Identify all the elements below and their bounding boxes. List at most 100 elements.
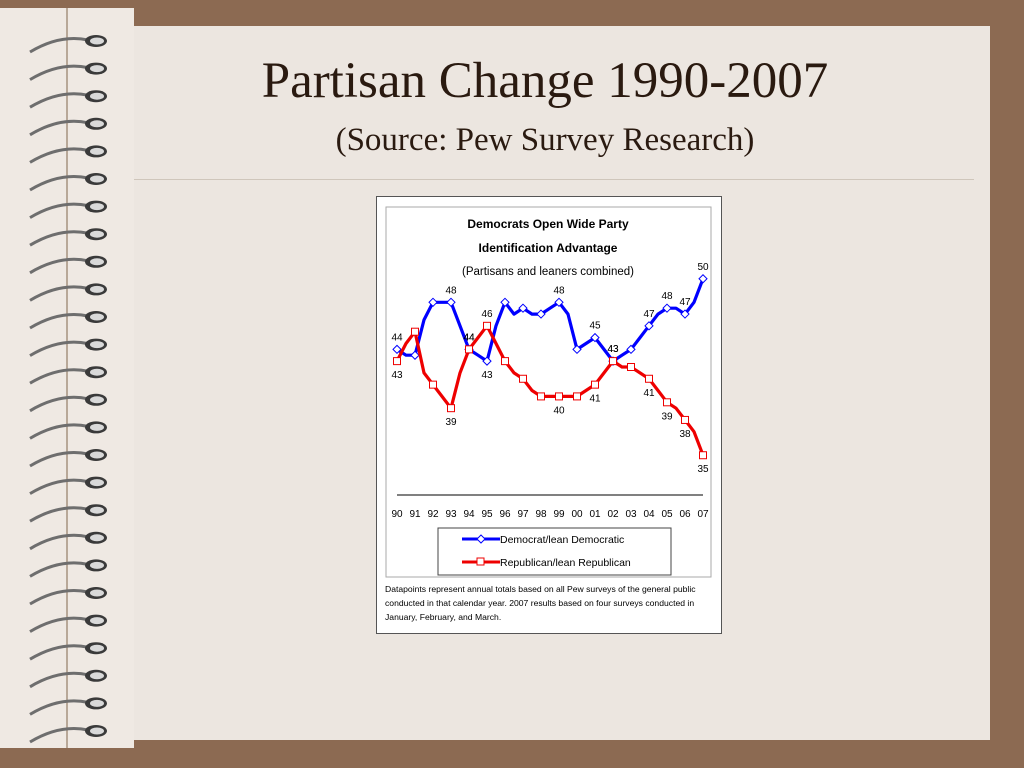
data-label: 43 bbox=[481, 370, 493, 381]
data-label: 40 bbox=[553, 405, 565, 416]
slide-title: Partisan Change 1990-2007 bbox=[261, 53, 829, 109]
data-label: 39 bbox=[445, 417, 457, 428]
binding-ring-highlight bbox=[90, 368, 104, 376]
binding-ring-wire bbox=[29, 727, 89, 744]
binding-ring-highlight bbox=[90, 672, 104, 680]
democrat-data-point bbox=[680, 309, 690, 319]
binding-ring-wire bbox=[29, 92, 89, 109]
republican-data-point bbox=[609, 357, 617, 366]
series-layer bbox=[392, 274, 708, 460]
x-tick-label: 90 bbox=[391, 509, 403, 520]
binding-ring-wire bbox=[29, 561, 89, 578]
democrat-data-point bbox=[518, 303, 528, 313]
x-tick-label: 06 bbox=[679, 509, 691, 520]
binding-ring-wire bbox=[29, 257, 89, 275]
data-label: 44 bbox=[463, 332, 475, 343]
republican-data-point bbox=[501, 357, 509, 366]
x-tick-label: 94 bbox=[463, 509, 475, 520]
binding-ring-highlight bbox=[90, 506, 104, 514]
republican-data-point bbox=[699, 451, 707, 460]
data-label-layer: 4443483944444643484045414343474148394738… bbox=[391, 262, 709, 475]
data-label: 47 bbox=[679, 297, 691, 308]
binding-ring-highlight bbox=[90, 617, 104, 625]
binding-ring-wire bbox=[29, 313, 89, 330]
binding-ring-wire bbox=[29, 589, 89, 606]
democrat-data-point bbox=[662, 303, 672, 313]
democrat-data-point bbox=[482, 356, 492, 366]
republican-data-point bbox=[645, 374, 653, 383]
republican-data-point bbox=[627, 363, 635, 371]
binding-ring-wire bbox=[29, 202, 89, 219]
binding-ring-wire bbox=[29, 119, 89, 137]
binding-ring-highlight bbox=[90, 396, 104, 404]
binding-ring-wire bbox=[29, 533, 89, 551]
republican-data-point bbox=[555, 392, 563, 401]
x-tick-label: 07 bbox=[697, 509, 709, 520]
legend-democrat-marker bbox=[476, 534, 486, 544]
democrat-data-point bbox=[446, 297, 456, 308]
democrat-data-point bbox=[428, 297, 438, 308]
binding-ring-highlight bbox=[90, 644, 104, 652]
binding-ring-wire bbox=[29, 616, 89, 633]
binding-ring-wire bbox=[29, 423, 89, 440]
binding-ring-highlight bbox=[90, 727, 104, 735]
data-label: 43 bbox=[607, 344, 619, 355]
data-label: 38 bbox=[679, 429, 691, 440]
binding-ring-highlight bbox=[90, 92, 104, 100]
binding-ring-wire bbox=[29, 506, 89, 523]
republican-data-point bbox=[447, 404, 455, 413]
republican-data-point bbox=[537, 392, 545, 401]
binding-ring-wire bbox=[29, 64, 89, 81]
binding-ring-highlight bbox=[90, 37, 104, 45]
binding-ring-wire bbox=[29, 395, 89, 413]
binding-ring-highlight bbox=[90, 589, 104, 597]
binding-ring-wire bbox=[29, 175, 89, 192]
binding-ring-highlight bbox=[90, 65, 104, 73]
binding-ring-wire bbox=[29, 671, 89, 689]
binding-ring-highlight bbox=[90, 423, 104, 431]
republican-data-point bbox=[681, 415, 689, 424]
binding-ring-wire bbox=[29, 368, 89, 385]
republican-data-point bbox=[393, 357, 401, 366]
democrat-data-point bbox=[572, 344, 582, 355]
republican-data-point bbox=[411, 327, 419, 336]
binding-ring-highlight bbox=[90, 699, 104, 707]
chart-title-line-1: Democrats Open Wide Party bbox=[467, 217, 629, 231]
chart-frame bbox=[385, 206, 712, 578]
legend-republican-label: Republican/lean Republican bbox=[500, 557, 631, 569]
republican-data-point bbox=[591, 380, 599, 389]
x-tick-label: 03 bbox=[625, 509, 637, 520]
slide-subtitle: (Source: Pew Survey Research) bbox=[335, 122, 755, 158]
x-tick-label: 02 bbox=[607, 509, 619, 520]
democrat-data-point bbox=[554, 297, 564, 308]
binding-ring-highlight bbox=[90, 313, 104, 321]
data-label: 46 bbox=[481, 309, 493, 320]
binding-ring-highlight bbox=[90, 258, 104, 266]
republican-data-point bbox=[483, 321, 491, 330]
democrat-data-point bbox=[644, 321, 654, 331]
binding-ring-highlight bbox=[90, 341, 104, 349]
data-label: 48 bbox=[445, 285, 457, 296]
binder-strip bbox=[0, 8, 134, 748]
x-tick-label: 95 bbox=[481, 509, 493, 520]
binding-ring-wire bbox=[29, 147, 89, 164]
legend-democrat-label: Democrat/lean Democratic bbox=[500, 534, 624, 546]
data-label: 50 bbox=[697, 262, 709, 273]
spiral-binding bbox=[29, 35, 107, 744]
data-label: 43 bbox=[391, 370, 403, 381]
binding-ring-wire bbox=[29, 644, 89, 661]
binding-ring-wire bbox=[29, 451, 89, 468]
chart-figure: Democrats Open Wide Party Identification… bbox=[376, 196, 722, 634]
x-tick-layer: 90 91 92 93 94 95 96 97 98 99 00 01 02 03 04 05 06 07 bbox=[391, 509, 709, 520]
x-tick-label: 05 bbox=[661, 509, 673, 520]
x-tick-label: 96 bbox=[499, 509, 511, 520]
legend-republican-marker bbox=[476, 557, 485, 566]
x-tick-label: 97 bbox=[517, 509, 529, 520]
data-label: 43 bbox=[607, 344, 619, 355]
data-label: 48 bbox=[661, 291, 673, 302]
binding-ring-highlight bbox=[90, 285, 104, 293]
democrat-data-point bbox=[410, 350, 420, 360]
data-label: 39 bbox=[661, 411, 673, 422]
binding-ring-highlight bbox=[90, 175, 104, 183]
binding-ring-highlight bbox=[90, 534, 104, 542]
